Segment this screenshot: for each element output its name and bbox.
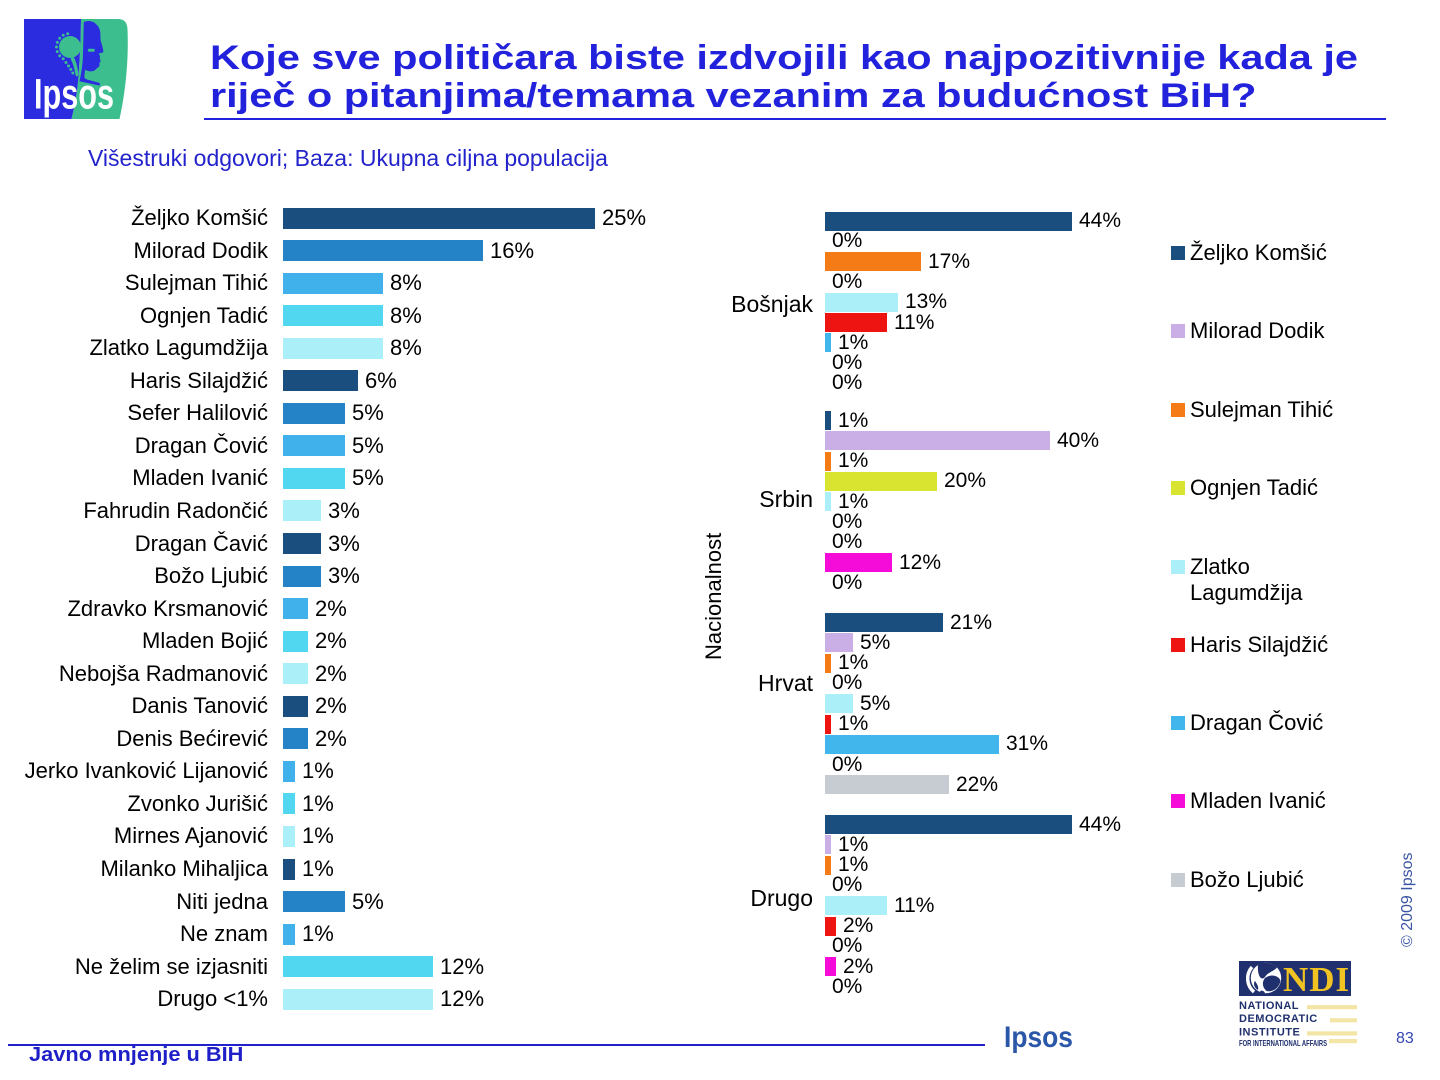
svg-text:INSTITUTE: INSTITUTE (1239, 1026, 1300, 1038)
svg-text:DEMOCRATIC: DEMOCRATIC (1239, 1013, 1318, 1025)
svg-text:Ipsos: Ipsos (34, 71, 114, 119)
svg-text:NATIONAL: NATIONAL (1239, 1000, 1299, 1012)
svg-text:FOR INTERNATIONAL AFFAIRS: FOR INTERNATIONAL AFFAIRS (1239, 1038, 1327, 1048)
svg-text:NDI: NDI (1283, 961, 1350, 999)
